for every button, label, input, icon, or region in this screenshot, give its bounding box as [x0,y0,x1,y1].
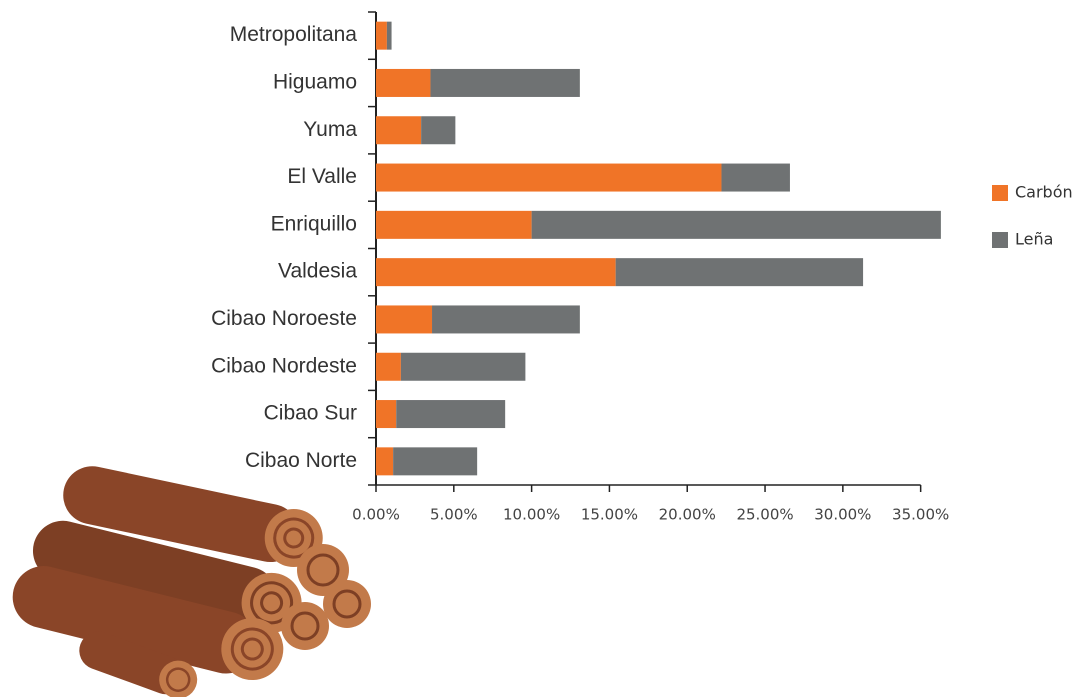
bar-segment [396,400,506,429]
bar-segment [531,210,941,239]
bar-segment [376,305,433,334]
x-tick-label: 0.00% [352,506,400,524]
legend-swatch [992,185,1008,201]
bar-segment [430,68,580,97]
logs-illustration [12,466,371,697]
y-tick-label: Metropolitana [230,23,358,46]
bar-segment [400,352,526,381]
y-tick-label: Cibao Sur [264,402,357,425]
bar-segment [386,21,392,50]
bar-segment [376,21,387,50]
bar-segment [376,68,431,97]
bar-segment [421,116,456,145]
y-tick-label: Enriquillo [271,212,357,235]
y-tick-label: Higuamo [273,70,357,93]
y-tick-label: Yuma [303,118,357,141]
x-tick-label: 30.00% [814,506,871,524]
bar-segment [615,258,864,287]
legend-label: Leña [1015,230,1053,249]
y-tick-label: Cibao Norte [245,449,357,472]
x-tick-label: 35.00% [892,506,949,524]
bar-segment [376,258,616,287]
bar-segment [376,352,401,381]
x-tick-label: 20.00% [659,506,716,524]
bar-segment [376,400,397,429]
bar-segment [376,447,394,476]
bar-segment [432,305,580,334]
y-tick-label: Cibao Nordeste [211,354,357,377]
legend-label: Carbón [1015,183,1073,202]
bar-segment [721,163,790,192]
x-tick-label: 15.00% [581,506,638,524]
x-tick-label: 10.00% [503,506,560,524]
y-tick-label: El Valle [287,165,357,188]
y-tick-label: Valdesia [278,260,357,283]
bar-segment [376,116,422,145]
bar-segment [376,163,722,192]
legend-swatch [992,232,1008,248]
x-tick-label: 5.00% [430,506,478,524]
y-tick-label: Cibao Noroeste [211,307,357,330]
x-tick-label: 25.00% [736,506,793,524]
bar-segment [376,210,532,239]
bar-segment [393,447,478,476]
